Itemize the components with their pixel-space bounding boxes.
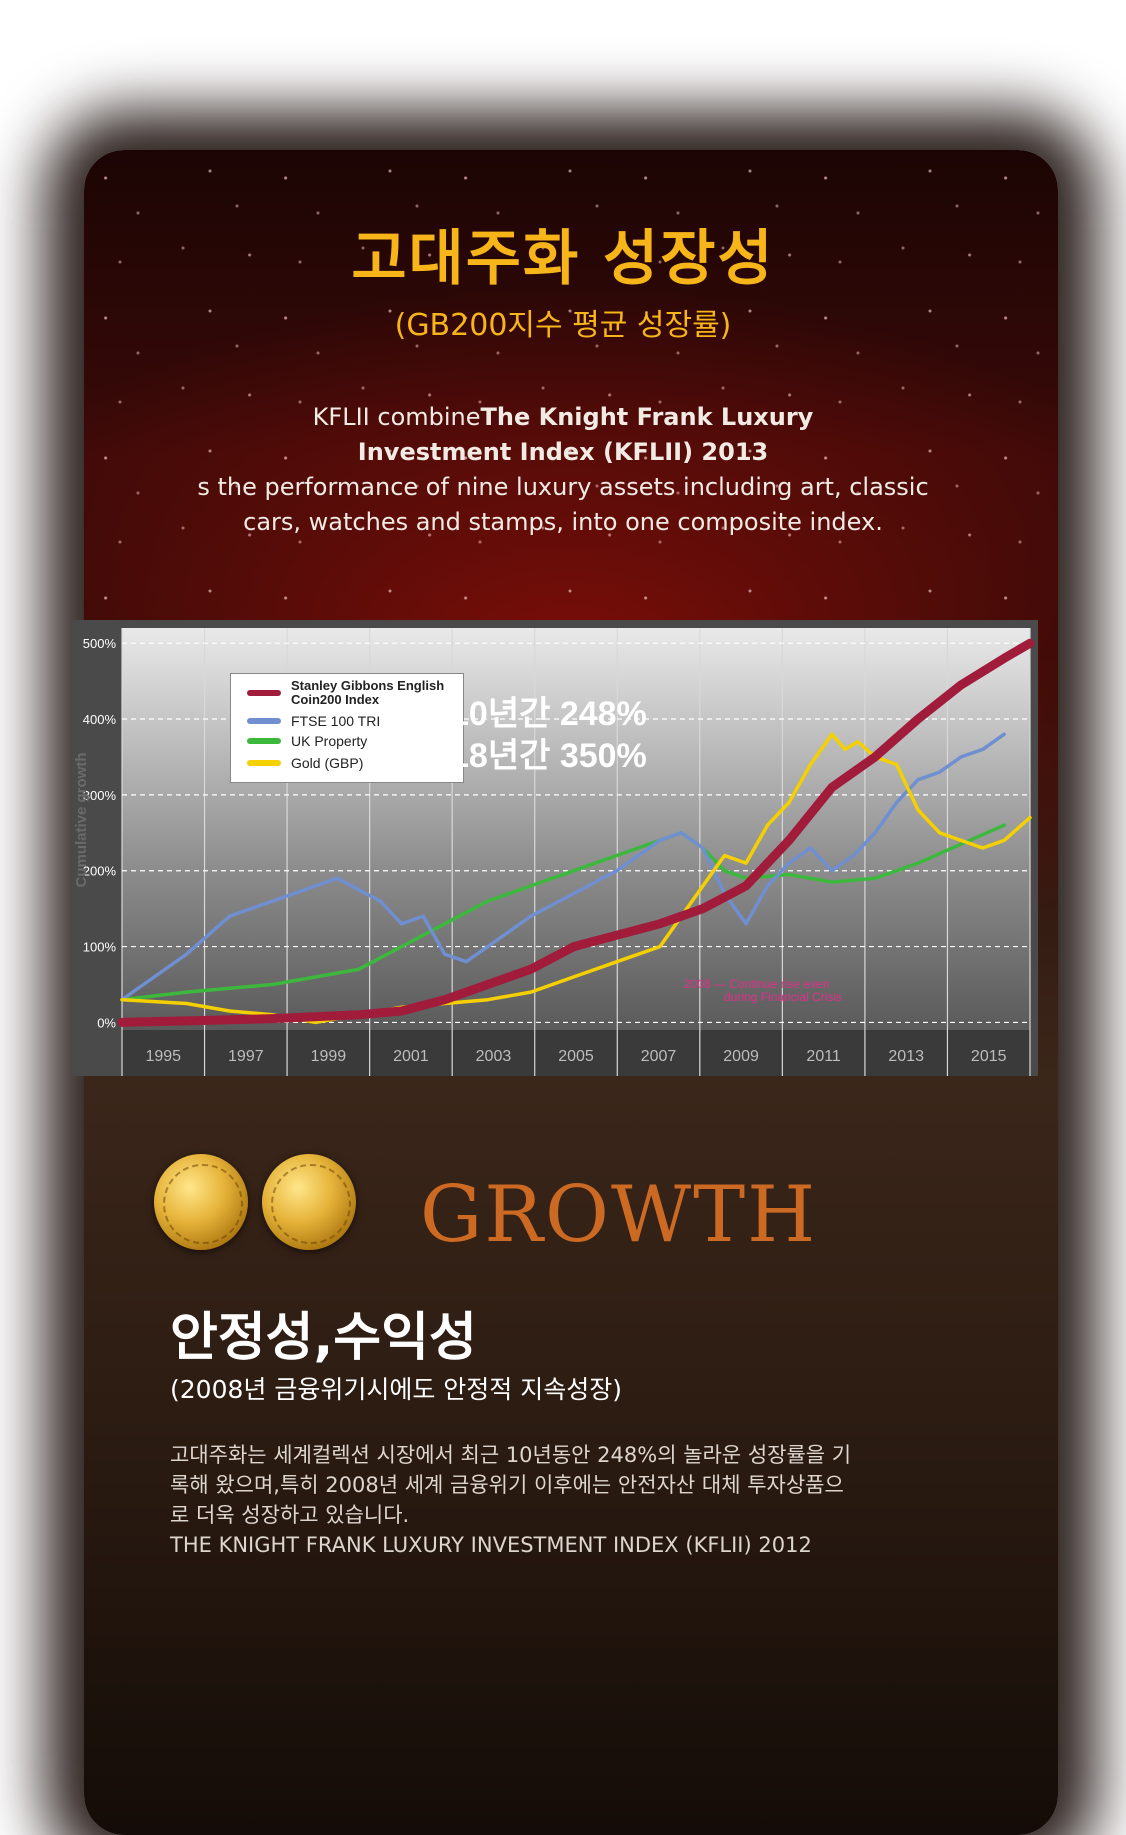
- growth-chart: 0% 100% 200% 300% 400% 500% 1995 1997 1999 2001 20…: [72, 620, 1038, 1076]
- y-tick-label: 200%: [83, 864, 117, 879]
- annotation-line-2: during Financial Crisis: [724, 990, 843, 1004]
- x-tick-label: 1999: [311, 1048, 347, 1065]
- x-tick-label: 2013: [888, 1048, 924, 1065]
- intro-bold-1: The Knight Frank Luxury: [480, 403, 814, 431]
- gold-coin-back: [262, 1154, 356, 1250]
- y-axis-label: Cumulative growth: [73, 752, 90, 887]
- intro-bold-2: Investment Index (KFLII) 2013: [357, 438, 769, 466]
- growth-label: GROWTH: [420, 1170, 818, 1260]
- series-line-coin200: [117, 638, 1035, 1027]
- intro-line-2: Investment Index (KFLII) 2013: [160, 435, 966, 470]
- x-tick-label: 1997: [228, 1048, 264, 1065]
- intro-text: KFLII combineThe Knight Frank Luxury Inv…: [160, 400, 966, 540]
- legend-item-coin200: Stanley Gibbons English Coin200 Index: [247, 678, 459, 707]
- intro-line-1: KFLII combineThe Knight Frank Luxury: [160, 400, 966, 435]
- y-tick-label: 300%: [83, 788, 117, 803]
- legend-label-property: UK Property: [291, 733, 368, 749]
- series-line-ftse: [120, 732, 1006, 1002]
- legend-swatch-property: [247, 738, 281, 744]
- description-text: 고대주화는 세계컬렉션 시장에서 최근 10년동안 248%의 놀라운 성장률을…: [170, 1440, 930, 1560]
- x-tick-label: 2009: [723, 1048, 759, 1065]
- legend-label-gold: Gold (GBP): [291, 755, 364, 771]
- stability-heading: 안정성,수익성: [170, 1308, 477, 1368]
- annotation-line-1: 2008 — Continue rise even: [684, 977, 830, 991]
- x-axis-band: [122, 1030, 1030, 1076]
- x-tick-label: 1995: [145, 1048, 181, 1065]
- coin-back-rim: [271, 1163, 351, 1245]
- x-tick-label: 2003: [476, 1048, 512, 1065]
- y-tick-label: 400%: [83, 712, 117, 727]
- page-subtitle: (GB200지수 평균 성장률): [394, 308, 732, 343]
- y-tick-label: 0%: [97, 1015, 116, 1030]
- chart-legend: Stanley Gibbons English Coin200 Index FT…: [230, 673, 464, 783]
- legend-item-property: UK Property: [247, 730, 367, 752]
- x-tick-label: 2005: [558, 1048, 594, 1065]
- y-tick-label: 100%: [83, 940, 117, 955]
- legend-swatch-gold: [247, 760, 281, 766]
- x-tick-label: 2007: [641, 1048, 677, 1065]
- legend-label-coin200: Stanley Gibbons English Coin200 Index: [291, 678, 445, 707]
- intro-pre: KFLII combine: [312, 403, 481, 431]
- legend-item-gold: Gold (GBP): [247, 752, 363, 774]
- y-tick-label: 500%: [83, 636, 117, 651]
- description-source: THE KNIGHT FRANK LUXURY INVESTMENT INDEX…: [170, 1533, 812, 1557]
- gold-coin-front: [154, 1154, 248, 1250]
- x-tick-label: 2011: [806, 1048, 841, 1065]
- legend-swatch-ftse: [247, 718, 281, 724]
- description-line-2: 록해 왔으며,특히 2008년 세계 금융위기 이후에는 안전자산 대체 투자상…: [170, 1473, 844, 1497]
- page-title: 고대주화 성장성: [351, 224, 775, 294]
- x-tick-label: 2001: [393, 1048, 429, 1065]
- coin-front-rim: [163, 1163, 243, 1245]
- callout-10-year: 10년간 248%: [450, 695, 647, 733]
- callout-18-year: 18년간 350%: [450, 737, 647, 775]
- stability-subheading: (2008년 금융위기시에도 안정적 지속성장): [170, 1375, 622, 1404]
- legend-item-ftse: FTSE 100 TRI: [247, 710, 380, 732]
- legend-swatch-coin200: [247, 690, 281, 696]
- description-line-3: 로 더욱 성장하고 있습니다.: [170, 1503, 410, 1527]
- legend-label-ftse: FTSE 100 TRI: [291, 713, 381, 729]
- annotation-2008: 2008 — Continue rise even during Financi…: [684, 978, 842, 1004]
- description-line-1: 고대주화는 세계컬렉션 시장에서 최근 10년동안 248%의 놀라운 성장률을…: [170, 1443, 852, 1467]
- intro-line-4: cars, watches and stamps, into one compo…: [243, 508, 883, 536]
- x-tick-label: 2015: [971, 1048, 1007, 1065]
- intro-line-3: s the performance of nine luxury assets …: [197, 473, 929, 501]
